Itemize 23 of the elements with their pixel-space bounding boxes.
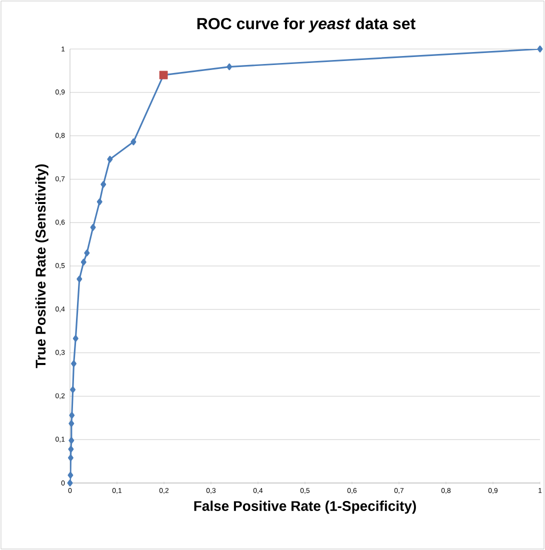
point: [68, 420, 74, 427]
point: [68, 454, 74, 462]
point: [96, 198, 102, 206]
point: [71, 360, 77, 368]
point: [69, 412, 75, 419]
point: [68, 446, 74, 453]
point: [72, 335, 78, 342]
point: [90, 224, 96, 231]
point: [67, 480, 73, 486]
point: [226, 63, 232, 70]
y-axis-title: True Positive Rate (Sensitivity): [35, 164, 48, 368]
point: [537, 46, 543, 52]
point: [80, 258, 86, 266]
point: [70, 386, 76, 394]
point: [68, 472, 74, 479]
point: [107, 156, 113, 163]
point: [68, 437, 74, 444]
point: [130, 138, 136, 146]
chart-title: ROC curve for yeast data set: [197, 18, 416, 32]
point: [100, 181, 106, 188]
point: [76, 276, 82, 282]
point: [84, 250, 90, 256]
x-axis-title: False Positive Rate (1-Specificity): [194, 500, 416, 514]
